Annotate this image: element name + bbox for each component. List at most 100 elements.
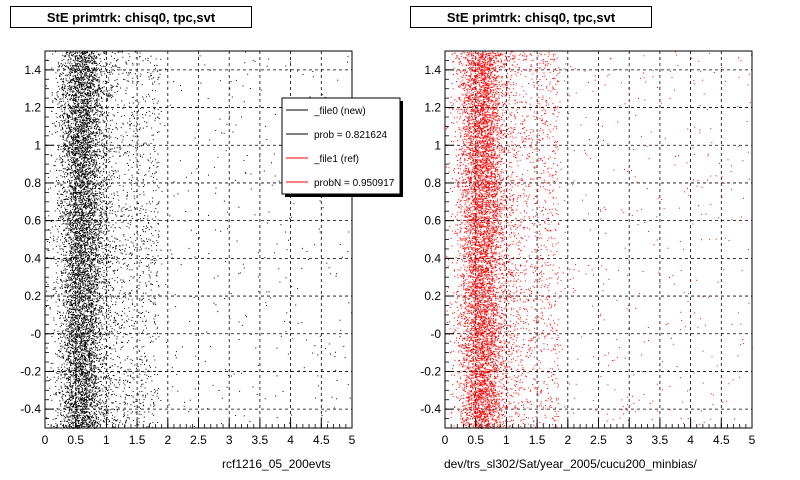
scatter-point xyxy=(95,333,96,335)
scatter-point xyxy=(69,86,71,88)
scatter-point xyxy=(90,95,92,97)
scatter-point xyxy=(72,305,74,307)
scatter-point xyxy=(97,377,99,379)
scatter-point xyxy=(71,95,72,97)
scatter-point xyxy=(146,143,147,145)
scatter-point xyxy=(81,345,83,346)
scatter-point xyxy=(73,282,75,283)
scatter-point xyxy=(72,164,74,166)
scatter-point xyxy=(88,87,90,89)
scatter-point xyxy=(132,372,134,374)
scatter-point xyxy=(86,347,88,349)
scatter-point xyxy=(152,190,154,192)
scatter-point xyxy=(69,116,71,118)
scatter-point xyxy=(116,298,118,300)
scatter-point xyxy=(69,353,71,355)
scatter-point xyxy=(95,101,97,103)
scatter-point xyxy=(112,382,114,384)
scatter-point xyxy=(77,257,79,259)
scatter-point xyxy=(129,206,131,208)
scatter-point xyxy=(83,177,85,179)
scatter-point xyxy=(104,414,106,416)
scatter-point xyxy=(149,300,151,302)
scatter-point xyxy=(83,165,85,167)
scatter-point xyxy=(90,249,92,251)
scatter-point xyxy=(71,80,73,82)
scatter-point xyxy=(158,131,160,133)
scatter-point xyxy=(97,297,99,299)
scatter-point xyxy=(67,118,69,120)
scatter-point xyxy=(96,249,97,251)
scatter-point xyxy=(157,116,159,118)
scatter-point xyxy=(79,379,81,380)
scatter-point xyxy=(90,208,92,210)
scatter-point xyxy=(195,106,197,108)
scatter-point xyxy=(127,122,129,124)
scatter-point xyxy=(118,292,120,294)
scatter-point xyxy=(73,354,75,356)
scatter-point xyxy=(101,326,103,328)
scatter-point xyxy=(105,206,107,208)
scatter-point xyxy=(89,101,91,103)
scatter-point xyxy=(86,336,88,338)
scatter-point xyxy=(88,188,90,189)
scatter-point xyxy=(78,240,80,242)
scatter-point xyxy=(80,216,82,218)
scatter-point xyxy=(93,78,95,80)
scatter-point xyxy=(57,202,59,204)
scatter-point xyxy=(97,272,99,274)
scatter-point xyxy=(73,199,75,201)
scatter-point xyxy=(77,59,78,61)
scatter-point xyxy=(95,117,97,119)
scatter-point xyxy=(99,353,101,355)
scatter-point xyxy=(70,347,72,349)
scatter-point xyxy=(83,345,85,347)
scatter-point xyxy=(73,79,74,81)
scatter-point xyxy=(74,316,76,318)
scatter-point xyxy=(147,182,149,184)
scatter-point xyxy=(79,359,81,361)
scatter-point xyxy=(79,204,81,206)
scatter-point xyxy=(56,180,57,182)
scatter-point xyxy=(86,103,88,104)
scatter-point xyxy=(116,341,117,343)
scatter-point xyxy=(99,192,101,194)
scatter-point xyxy=(56,238,58,240)
scatter-point xyxy=(176,373,178,375)
scatter-point xyxy=(96,206,97,208)
scatter-point xyxy=(94,214,96,216)
scatter-point xyxy=(275,395,276,397)
scatter-point xyxy=(146,393,148,395)
scatter-point xyxy=(117,260,119,262)
scatter-point xyxy=(84,150,85,152)
scatter-point xyxy=(83,195,85,197)
scatter-point xyxy=(107,221,109,223)
scatter-point xyxy=(88,224,90,226)
scatter-point xyxy=(95,416,97,418)
scatter-point xyxy=(95,367,97,369)
scatter-point xyxy=(77,297,79,299)
scatter-point xyxy=(94,56,95,58)
scatter-point xyxy=(52,53,54,55)
scatter-point xyxy=(90,292,92,294)
scatter-point xyxy=(64,257,66,259)
scatter-point xyxy=(68,146,69,148)
scatter-point xyxy=(58,258,60,260)
scatter-point xyxy=(88,76,90,78)
scatter-point xyxy=(88,355,90,357)
scatter-point xyxy=(108,375,109,377)
scatter-point xyxy=(82,414,84,416)
scatter-point xyxy=(86,244,88,246)
scatter-point xyxy=(51,94,53,96)
scatter-point xyxy=(98,361,100,362)
scatter-point xyxy=(83,344,85,346)
scatter-point xyxy=(87,125,88,127)
scatter-point xyxy=(100,211,102,213)
scatter-point xyxy=(59,311,61,313)
scatter-point xyxy=(118,151,120,153)
scatter-point xyxy=(78,178,80,180)
scatter-point xyxy=(132,303,134,305)
scatter-point xyxy=(68,219,70,221)
scatter-point xyxy=(100,212,102,214)
scatter-point xyxy=(111,94,113,96)
